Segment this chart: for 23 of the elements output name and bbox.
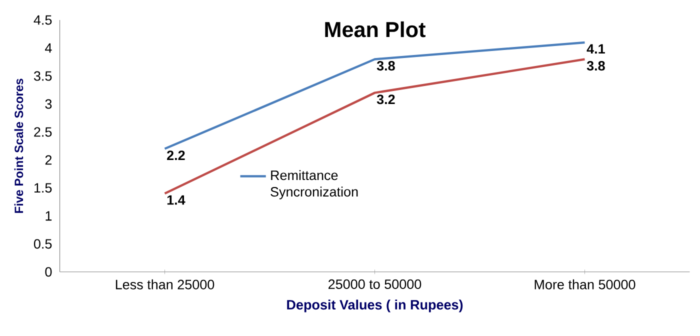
x-tick-label: Less than 25000 (116, 279, 214, 290)
data-label: 3.2 (376, 94, 395, 104)
y-tick-label: 4 (45, 43, 52, 53)
data-label: 4.1 (586, 44, 605, 54)
data-label: 1.4 (167, 195, 186, 205)
y-tick-label: 2.5 (34, 127, 52, 137)
y-tick-label: 1 (46, 211, 52, 221)
y-tick-label: 0.5 (34, 239, 52, 249)
y-tick-label: 3.5 (34, 71, 52, 81)
x-tick-label: More than 50000 (534, 279, 636, 290)
data-label: 2.2 (167, 150, 185, 160)
y-tick-label: 0 (45, 267, 52, 277)
chart-title: Mean Plot (325, 21, 426, 38)
data-label: 3.8 (376, 61, 395, 71)
legend-label: Remittance Syncronization (270, 170, 358, 200)
data-label: 3.8 (586, 61, 605, 71)
y-tick-label: 2 (45, 155, 52, 165)
y-tick-label: 4.5 (34, 15, 52, 25)
y-axis-title: Five Point Scale Scores (14, 78, 24, 213)
x-axis-title: Deposit Values ( in Rupees) (287, 300, 463, 312)
x-tick-label: 25000 to 50000 (328, 279, 422, 290)
y-tick-label: 3 (45, 99, 52, 109)
y-tick-label: 1.5 (34, 183, 52, 193)
